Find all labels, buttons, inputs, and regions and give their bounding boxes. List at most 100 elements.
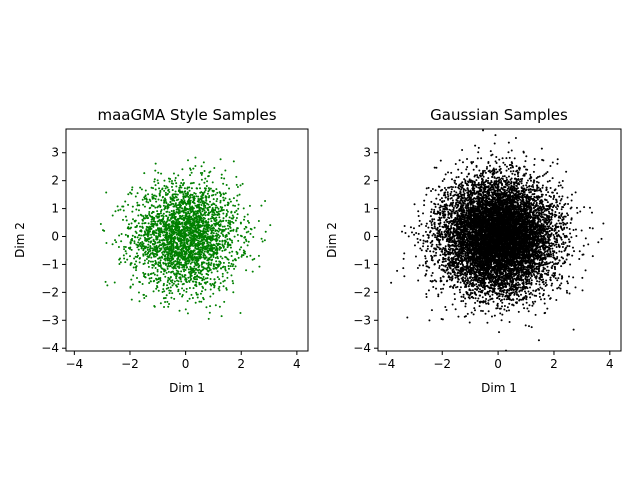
data-point <box>203 261 206 264</box>
data-point <box>201 249 204 252</box>
data-point <box>557 230 560 233</box>
x-tick-label: −2 <box>121 357 139 371</box>
data-point <box>140 229 143 232</box>
data-point <box>170 180 173 183</box>
data-point <box>536 280 539 283</box>
data-point <box>213 284 216 287</box>
data-point <box>167 286 170 289</box>
data-point <box>260 204 263 207</box>
data-point <box>147 259 150 262</box>
data-point <box>153 234 156 237</box>
data-point <box>176 265 179 268</box>
data-point <box>127 223 130 226</box>
data-point <box>139 186 142 189</box>
data-point <box>189 174 192 177</box>
data-point <box>118 258 121 261</box>
data-point <box>138 234 141 237</box>
data-point <box>144 189 147 192</box>
data-point <box>147 201 150 204</box>
data-point <box>183 255 186 258</box>
data-point <box>195 214 198 217</box>
data-point <box>215 232 218 235</box>
data-point <box>223 243 226 246</box>
data-point <box>235 183 238 186</box>
data-point <box>203 181 206 184</box>
data-point <box>181 287 184 290</box>
data-point <box>150 220 153 223</box>
data-point <box>143 172 146 175</box>
data-point <box>141 241 144 243</box>
data-point <box>182 243 185 246</box>
data-point <box>148 254 151 257</box>
data-point <box>207 221 210 224</box>
data-point <box>169 203 172 206</box>
data-point <box>225 288 228 291</box>
data-point <box>166 253 169 256</box>
data-point <box>176 270 179 273</box>
data-point <box>157 289 160 292</box>
data-point <box>263 239 266 242</box>
data-point <box>202 218 205 221</box>
data-point <box>209 264 212 267</box>
data-point <box>138 257 141 260</box>
data-point <box>236 233 239 236</box>
data-point <box>127 193 130 196</box>
data-point <box>167 247 170 250</box>
data-point <box>152 264 155 267</box>
data-point <box>176 227 179 230</box>
data-point <box>195 291 198 294</box>
data-point <box>161 188 164 191</box>
data-point <box>219 282 222 285</box>
data-point <box>177 280 180 283</box>
data-point <box>179 238 182 241</box>
data-point <box>217 236 220 239</box>
data-point <box>415 231 418 234</box>
data-point <box>219 228 222 231</box>
data-point <box>163 297 166 300</box>
data-point <box>185 257 188 260</box>
data-point <box>179 184 182 187</box>
data-point <box>160 267 163 270</box>
data-point <box>180 250 183 253</box>
data-point <box>199 225 202 228</box>
data-point <box>137 291 140 294</box>
data-point <box>165 243 168 246</box>
data-point <box>188 260 191 263</box>
data-point <box>210 236 213 239</box>
data-point <box>154 197 157 200</box>
data-point <box>139 213 142 216</box>
data-point <box>170 259 173 262</box>
data-point <box>240 246 243 249</box>
data-point <box>118 234 121 237</box>
data-point <box>189 203 192 205</box>
data-point <box>138 204 141 207</box>
data-point <box>235 250 238 253</box>
data-point <box>189 224 192 227</box>
scatter-subplot-left: maaGMA Style Samples −4 −2 0 2 4 −4−3−2−1012… <box>13 106 309 395</box>
data-point <box>163 189 166 192</box>
data-point <box>168 213 171 216</box>
data-point <box>142 215 145 218</box>
data-point <box>175 228 178 231</box>
data-point <box>197 214 200 217</box>
x-tick-label: −4 <box>65 357 83 371</box>
data-point <box>231 217 234 220</box>
data-point <box>243 250 246 253</box>
data-point <box>212 232 215 235</box>
data-point <box>533 163 536 166</box>
data-point <box>174 221 177 224</box>
data-point <box>178 292 181 295</box>
data-point <box>182 197 185 200</box>
data-point <box>269 224 272 227</box>
data-point <box>155 277 158 280</box>
data-point <box>193 269 196 272</box>
data-point <box>142 203 145 206</box>
data-point <box>131 218 134 221</box>
data-point <box>185 280 188 283</box>
data-point <box>190 211 193 214</box>
data-point <box>215 246 218 249</box>
data-point <box>131 205 134 208</box>
data-point <box>196 244 199 247</box>
data-point <box>188 247 191 250</box>
data-point <box>115 241 118 244</box>
